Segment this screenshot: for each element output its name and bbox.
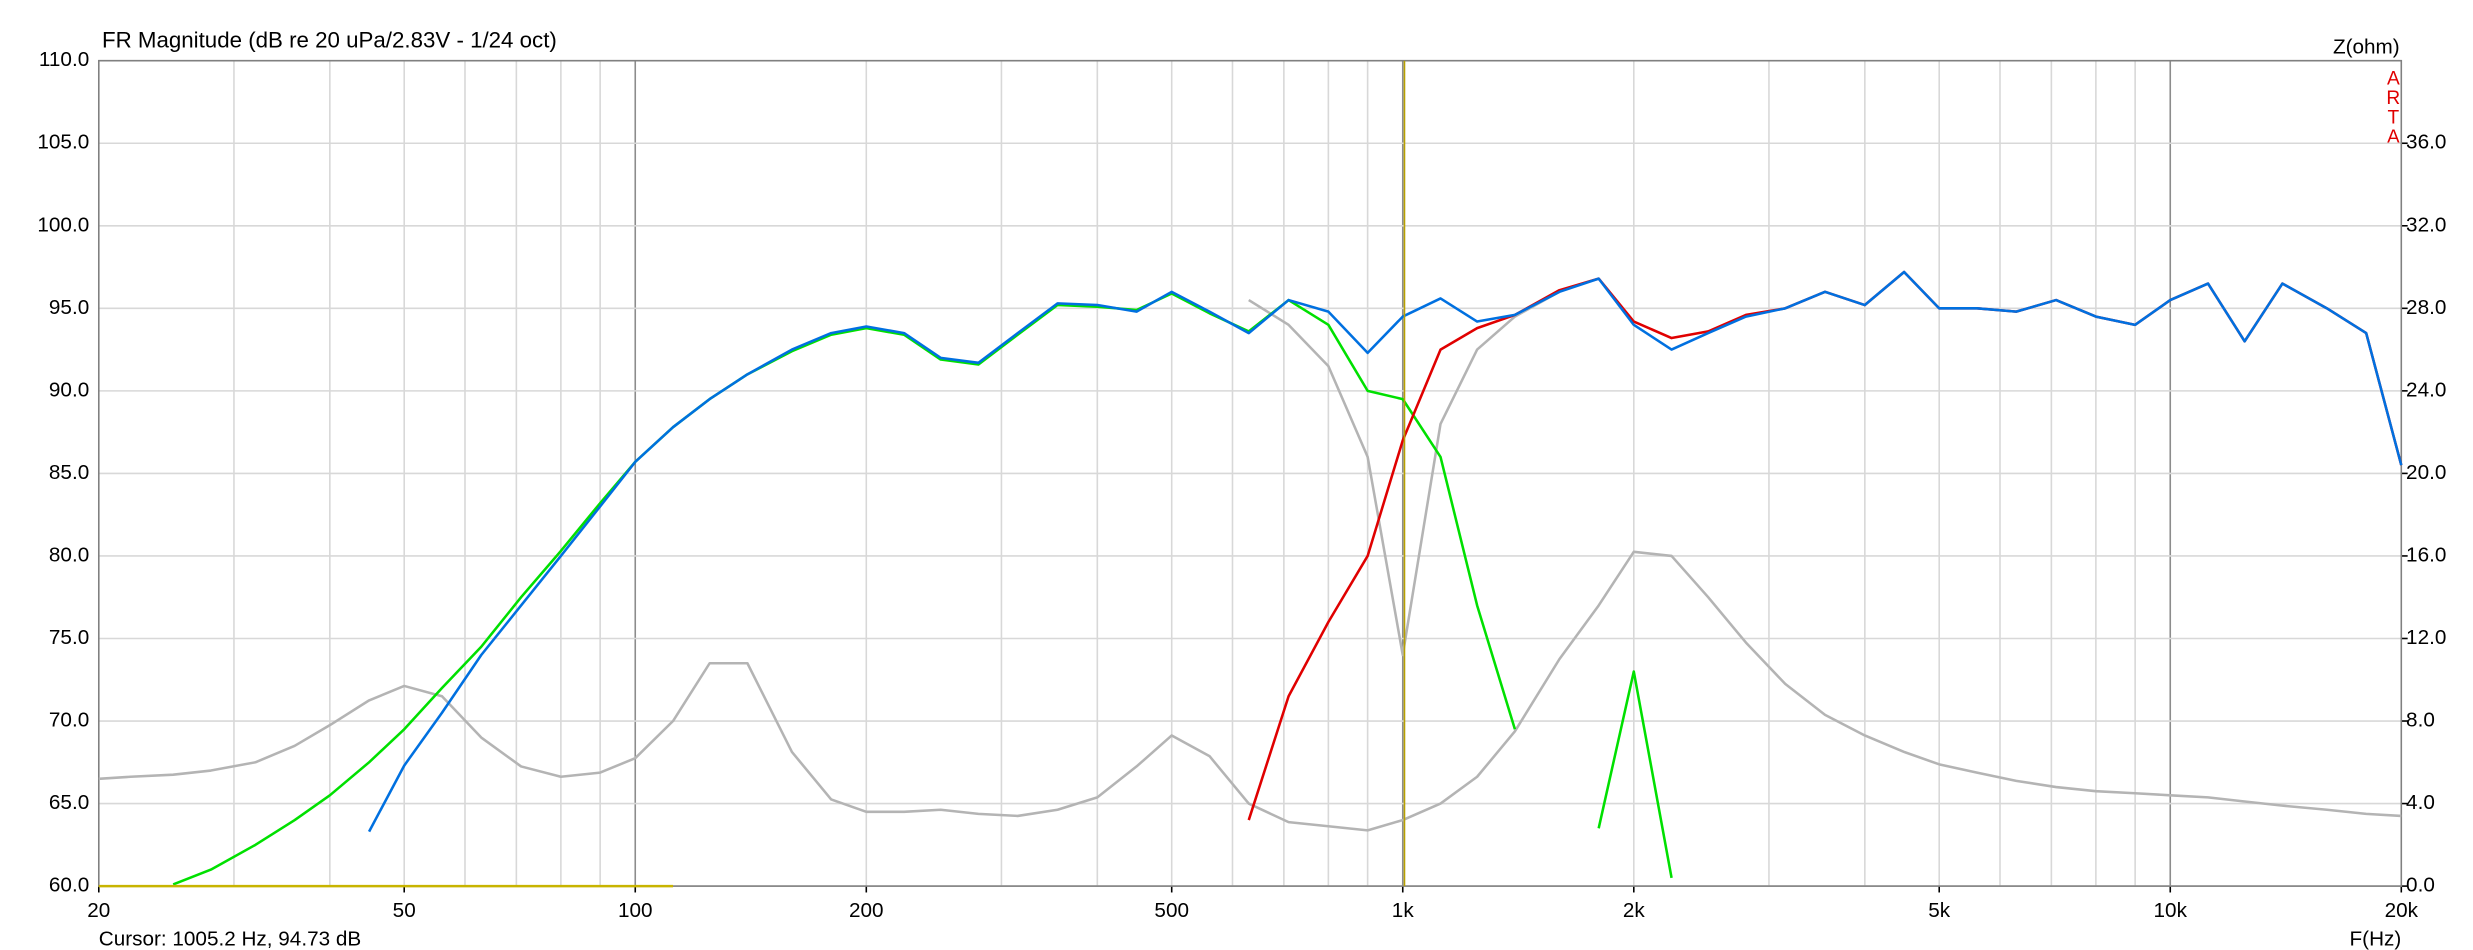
y2-axis-label: Z(ohm) [2333,35,2400,58]
y2-tick-label: 16.0 [2406,543,2446,566]
y-tick-label: 85.0 [49,461,89,484]
y-tick-label: 100.0 [37,213,89,236]
y-tick-label: 60.0 [49,874,89,897]
y-tick-label: 80.0 [49,543,89,566]
y2-tick-label: 8.0 [2406,708,2435,731]
x-tick-label: 20k [2385,899,2419,922]
y2-tick-label: 32.0 [2406,213,2446,236]
y-tick-label: 90.0 [49,378,89,401]
data-line [98,550,2402,832]
y-tick-label: 95.0 [49,296,89,319]
x-tick-label: 200 [849,899,884,922]
y2-tick-label: 24.0 [2406,378,2446,401]
y2-tick-label: 12.0 [2406,626,2446,649]
x-tick-label: 2k [1623,899,1646,922]
y-tick-label: 75.0 [49,626,89,649]
x-tick-label: 100 [618,899,653,922]
y2-tick-label: 36.0 [2406,131,2446,154]
y2-tick-label: 20.0 [2406,461,2446,484]
y-tick-label: 105.0 [37,131,89,154]
x-tick-label: 20 [87,899,110,922]
x-tick-label: 10k [2154,899,2188,922]
x-axis-label: F(Hz) [2350,928,2402,950]
y2-tick-label: 4.0 [2406,791,2435,814]
y-tick-label: 110.0 [39,48,89,71]
x-tick-label: 50 [393,899,416,922]
y2-tick-label: 0.0 [2406,874,2435,897]
chart-title: FR Magnitude (dB re 20 uPa/2.83V - 1/24 … [102,27,557,52]
x-tick-label: 1k [1392,899,1415,922]
y-tick-label: 65.0 [49,791,89,814]
data-line [172,292,1673,886]
plot-frame [97,59,2403,887]
x-tick-label: 500 [1154,899,1189,922]
watermark: ARTA [2383,69,2404,147]
x-tick-label: 5k [1928,899,1951,922]
y2-tick-label: 28.0 [2406,296,2446,319]
data-line [1248,290,1561,657]
y-tick-label: 70.0 [49,708,89,731]
data-line [367,270,2403,833]
cursor-label: Cursor: 1005.2 Hz, 94.73 dB [99,928,361,950]
